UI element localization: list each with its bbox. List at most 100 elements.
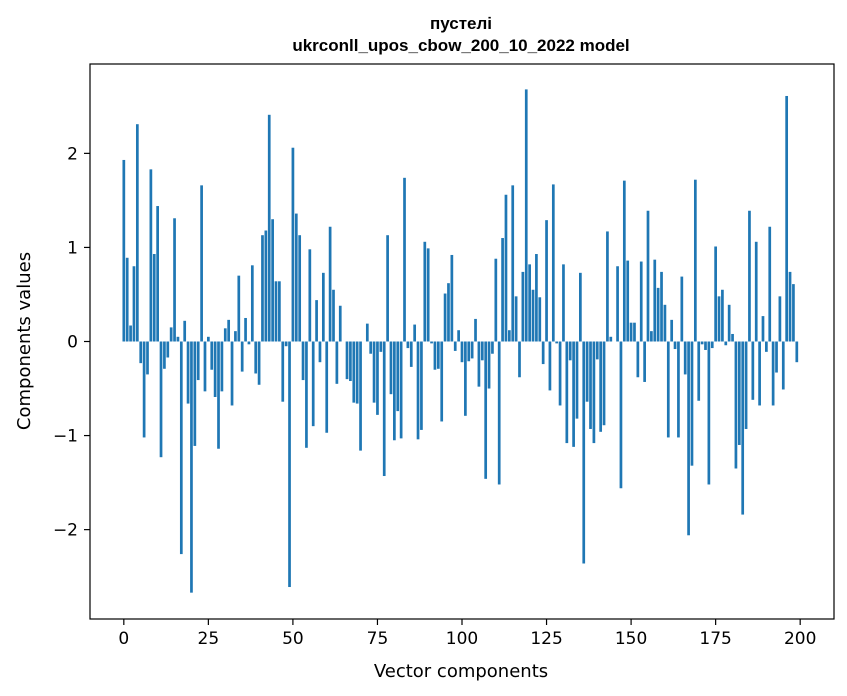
bar	[430, 341, 433, 344]
bar	[406, 341, 410, 349]
bar	[132, 266, 136, 342]
bar	[183, 320, 187, 342]
bar	[602, 341, 606, 426]
bar	[386, 235, 389, 342]
bar	[521, 271, 525, 342]
bar	[670, 319, 674, 342]
bar	[311, 341, 315, 427]
bar	[562, 264, 565, 342]
bar	[420, 341, 423, 430]
x-tick-label: 175	[699, 629, 731, 649]
bar	[169, 327, 173, 342]
bar	[633, 322, 636, 342]
bar	[572, 341, 575, 447]
bar	[494, 258, 498, 342]
y-tick-label: −1	[53, 427, 78, 447]
bar	[315, 300, 318, 342]
bar	[470, 341, 474, 359]
plot-frame	[89, 63, 835, 620]
chart-title: пустелі	[430, 14, 492, 33]
bar	[626, 260, 630, 342]
bar	[737, 341, 741, 445]
bar	[619, 341, 623, 489]
bar	[142, 341, 146, 438]
bar	[474, 318, 477, 342]
bar	[271, 219, 274, 342]
y-tick-label: 0	[67, 333, 78, 353]
bar	[464, 341, 467, 416]
bar	[575, 341, 579, 419]
bar	[795, 341, 799, 363]
bar	[616, 266, 619, 342]
bar	[650, 331, 653, 342]
bar	[173, 218, 176, 342]
bar	[693, 179, 697, 342]
bar	[528, 264, 531, 342]
bar	[254, 341, 258, 374]
bar	[555, 341, 559, 344]
bar	[771, 341, 775, 406]
bar	[186, 341, 190, 404]
bar	[359, 341, 362, 451]
bar	[568, 341, 572, 361]
bar	[176, 336, 180, 342]
bar	[193, 341, 197, 446]
bar	[687, 341, 690, 536]
bar	[710, 341, 714, 349]
bar	[433, 341, 437, 370]
bar	[125, 257, 129, 342]
bar	[727, 304, 731, 342]
bar	[744, 341, 748, 429]
bar	[443, 293, 447, 342]
bar	[565, 341, 569, 444]
bar	[707, 341, 711, 485]
bar	[781, 341, 785, 390]
bar	[240, 341, 244, 372]
bar	[267, 114, 271, 342]
bar	[416, 341, 420, 440]
bar	[592, 341, 596, 444]
bar	[524, 89, 528, 342]
bar	[234, 331, 237, 342]
bar	[457, 330, 460, 342]
bar	[409, 341, 413, 367]
bar	[396, 341, 400, 412]
bar	[761, 316, 765, 342]
y-axis-label: Components values	[14, 252, 35, 430]
bar	[139, 341, 143, 364]
bar	[163, 341, 166, 369]
bar	[545, 220, 548, 342]
y-tick-label: −2	[53, 521, 78, 541]
x-tick-label: 0	[118, 629, 129, 649]
bar	[349, 341, 352, 382]
bar	[717, 296, 721, 342]
bar	[338, 305, 342, 342]
bar	[281, 341, 285, 402]
bar	[497, 341, 501, 485]
bar	[291, 147, 295, 342]
bar	[785, 95, 789, 342]
bar	[152, 254, 156, 342]
bar	[656, 287, 660, 342]
bar	[677, 341, 680, 438]
bar	[305, 341, 308, 448]
y-axis-ticks: −2 −1 0 1 2	[53, 144, 90, 541]
bar	[751, 341, 755, 400]
bar	[477, 341, 481, 387]
bar	[227, 319, 231, 342]
bar	[207, 336, 210, 342]
bar	[399, 341, 403, 439]
bar	[450, 254, 454, 342]
bar	[589, 341, 592, 429]
bar	[122, 159, 126, 342]
bar	[436, 341, 440, 369]
bar	[511, 185, 515, 342]
bar	[382, 341, 386, 477]
bar	[734, 341, 738, 469]
bar	[704, 341, 707, 350]
bar	[538, 297, 542, 342]
x-tick-label: 25	[198, 629, 220, 649]
bar	[261, 235, 264, 342]
bar	[558, 341, 562, 406]
